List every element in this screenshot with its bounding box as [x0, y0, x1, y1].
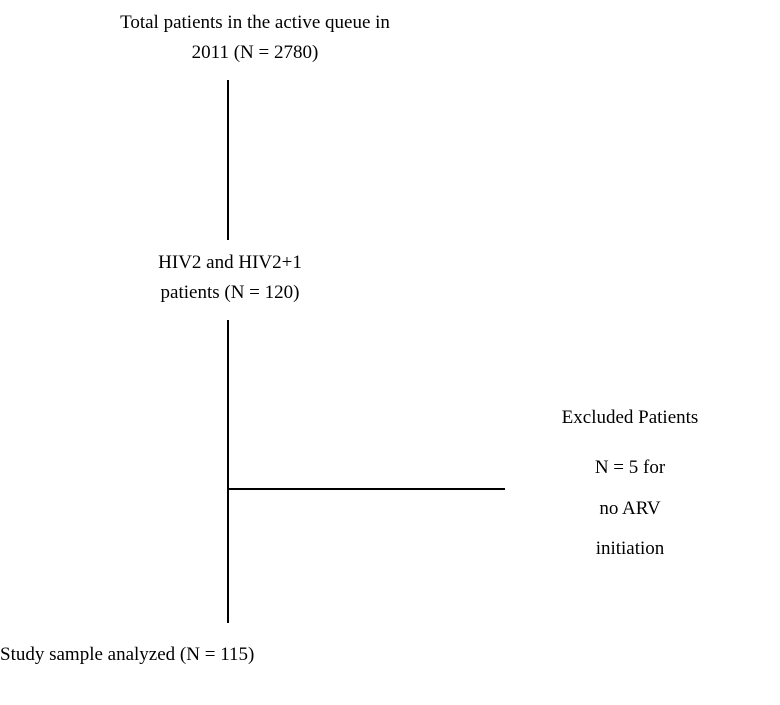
flowchart-node-hiv-patients: HIV2 and HIV2+1 patients (N = 120): [130, 248, 330, 309]
node-text-line: no ARV: [530, 494, 730, 524]
flowchart-node-total-patients: Total patients in the active queue in 20…: [85, 8, 425, 69]
node-text-line: Total patients in the active queue in: [85, 8, 425, 38]
node-text-line: Excluded Patients: [530, 403, 730, 433]
connector-vertical: [227, 488, 229, 623]
node-text-line: initiation: [530, 534, 730, 564]
node-text-line: N = 5 for: [530, 453, 730, 483]
node-text-line: HIV2 and HIV2+1: [130, 248, 330, 278]
node-text-line: 2011 (N = 2780): [85, 38, 425, 68]
connector-horizontal: [227, 488, 505, 490]
connector-vertical: [227, 320, 229, 488]
node-text-line: Study sample analyzed (N = 115): [0, 640, 320, 670]
flowchart-node-study-sample: Study sample analyzed (N = 115): [0, 640, 320, 670]
flowchart-node-excluded: Excluded Patients N = 5 for no ARV initi…: [530, 403, 730, 565]
node-text-line: patients (N = 120): [130, 278, 330, 308]
connector-vertical: [227, 80, 229, 240]
